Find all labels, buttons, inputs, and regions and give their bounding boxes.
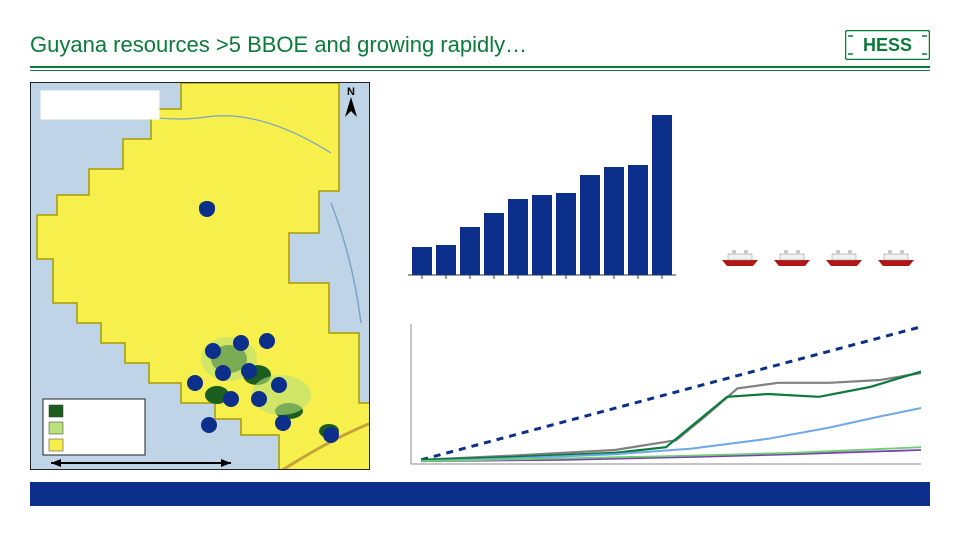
series-target (421, 327, 921, 460)
title-rule (30, 66, 930, 68)
page-title: Guyana resources >5 BBOE and growing rap… (30, 32, 527, 58)
ship-icon (722, 250, 758, 266)
ship-icon (774, 250, 810, 266)
map-svg: N (31, 83, 370, 470)
logo-text: HESS (863, 35, 912, 55)
title-row: Guyana resources >5 BBOE and growing rap… (30, 30, 930, 60)
ship-row (720, 240, 930, 268)
ship-icon (826, 250, 862, 266)
svg-text:N: N (347, 86, 355, 98)
map-legend (43, 399, 145, 455)
slide-root: Guyana resources >5 BBOE and growing rap… (0, 0, 960, 540)
series-grey (421, 373, 921, 460)
hess-logo: HESS (845, 30, 930, 60)
title-rule-thin (30, 70, 930, 71)
bar-chart (400, 95, 680, 285)
series-green (421, 372, 921, 460)
footer-bar (30, 482, 930, 506)
map-panel: N (30, 82, 370, 470)
line-chart (405, 320, 925, 470)
ship-icon (878, 250, 914, 266)
